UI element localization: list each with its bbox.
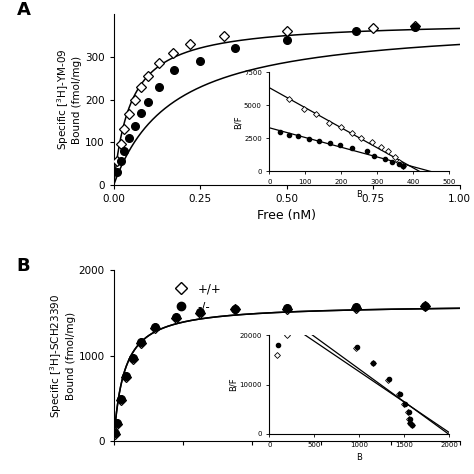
Y-axis label: Specific [$^3$H]-SCH23390
Bound (fmol/mg): Specific [$^3$H]-SCH23390 Bound (fmol/mg… bbox=[48, 293, 76, 418]
X-axis label: Free (nM): Free (nM) bbox=[257, 210, 316, 222]
Y-axis label: Specific [$^3$H]-YM-09
Bound (fmol/mg): Specific [$^3$H]-YM-09 Bound (fmol/mg) bbox=[55, 49, 82, 150]
Legend: +/+, -/-: +/+, -/- bbox=[164, 278, 226, 318]
Text: A: A bbox=[17, 0, 31, 18]
Text: B: B bbox=[17, 256, 30, 274]
